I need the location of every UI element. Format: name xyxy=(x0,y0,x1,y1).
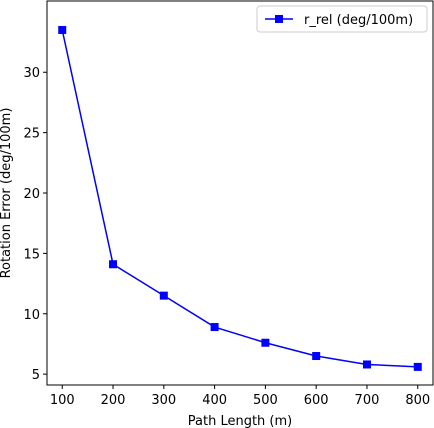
legend: r_rel (deg/100m) xyxy=(256,5,428,33)
x-axis-ticks: 100 200 300 400 500 600 700 800 xyxy=(50,385,430,408)
data-point-marker xyxy=(58,25,67,34)
data-point-marker xyxy=(261,338,270,347)
x-tick-label: 400 xyxy=(202,393,227,408)
series-line xyxy=(61,29,418,368)
data-point-marker xyxy=(159,291,168,300)
data-point-marker xyxy=(210,323,219,332)
x-axis-label: Path Length (m) xyxy=(188,414,292,428)
data-point-marker xyxy=(109,260,118,269)
y-tick-label: 30 xyxy=(23,66,40,81)
x-tick-label: 500 xyxy=(253,393,278,408)
x-tick-label: 600 xyxy=(304,393,329,408)
y-axis-label: Rotation Error (deg/100m) xyxy=(0,108,14,279)
legend-box xyxy=(256,5,428,33)
y-tick-label: 25 xyxy=(23,127,40,142)
data-point-marker xyxy=(312,352,321,361)
legend-entry-label: r_rel (deg/100m) xyxy=(304,13,413,28)
x-tick-label: 700 xyxy=(355,393,380,408)
data-point-marker xyxy=(413,362,422,371)
legend-marker-sample xyxy=(275,15,283,23)
x-tick-label: 100 xyxy=(50,393,75,408)
series-layer xyxy=(58,25,422,371)
y-tick-label: 10 xyxy=(23,308,40,323)
y-tick-label: 20 xyxy=(23,187,40,202)
data-point-marker xyxy=(362,360,371,369)
y-axis-ticks: 5 10 15 20 25 30 xyxy=(23,66,47,383)
y-tick-label: 15 xyxy=(23,247,40,262)
y-tick-label: 5 xyxy=(32,368,40,383)
x-tick-label: 300 xyxy=(151,393,176,408)
x-tick-label: 800 xyxy=(405,393,430,408)
plot-area-frame xyxy=(46,0,434,386)
x-tick-label: 200 xyxy=(101,393,126,408)
